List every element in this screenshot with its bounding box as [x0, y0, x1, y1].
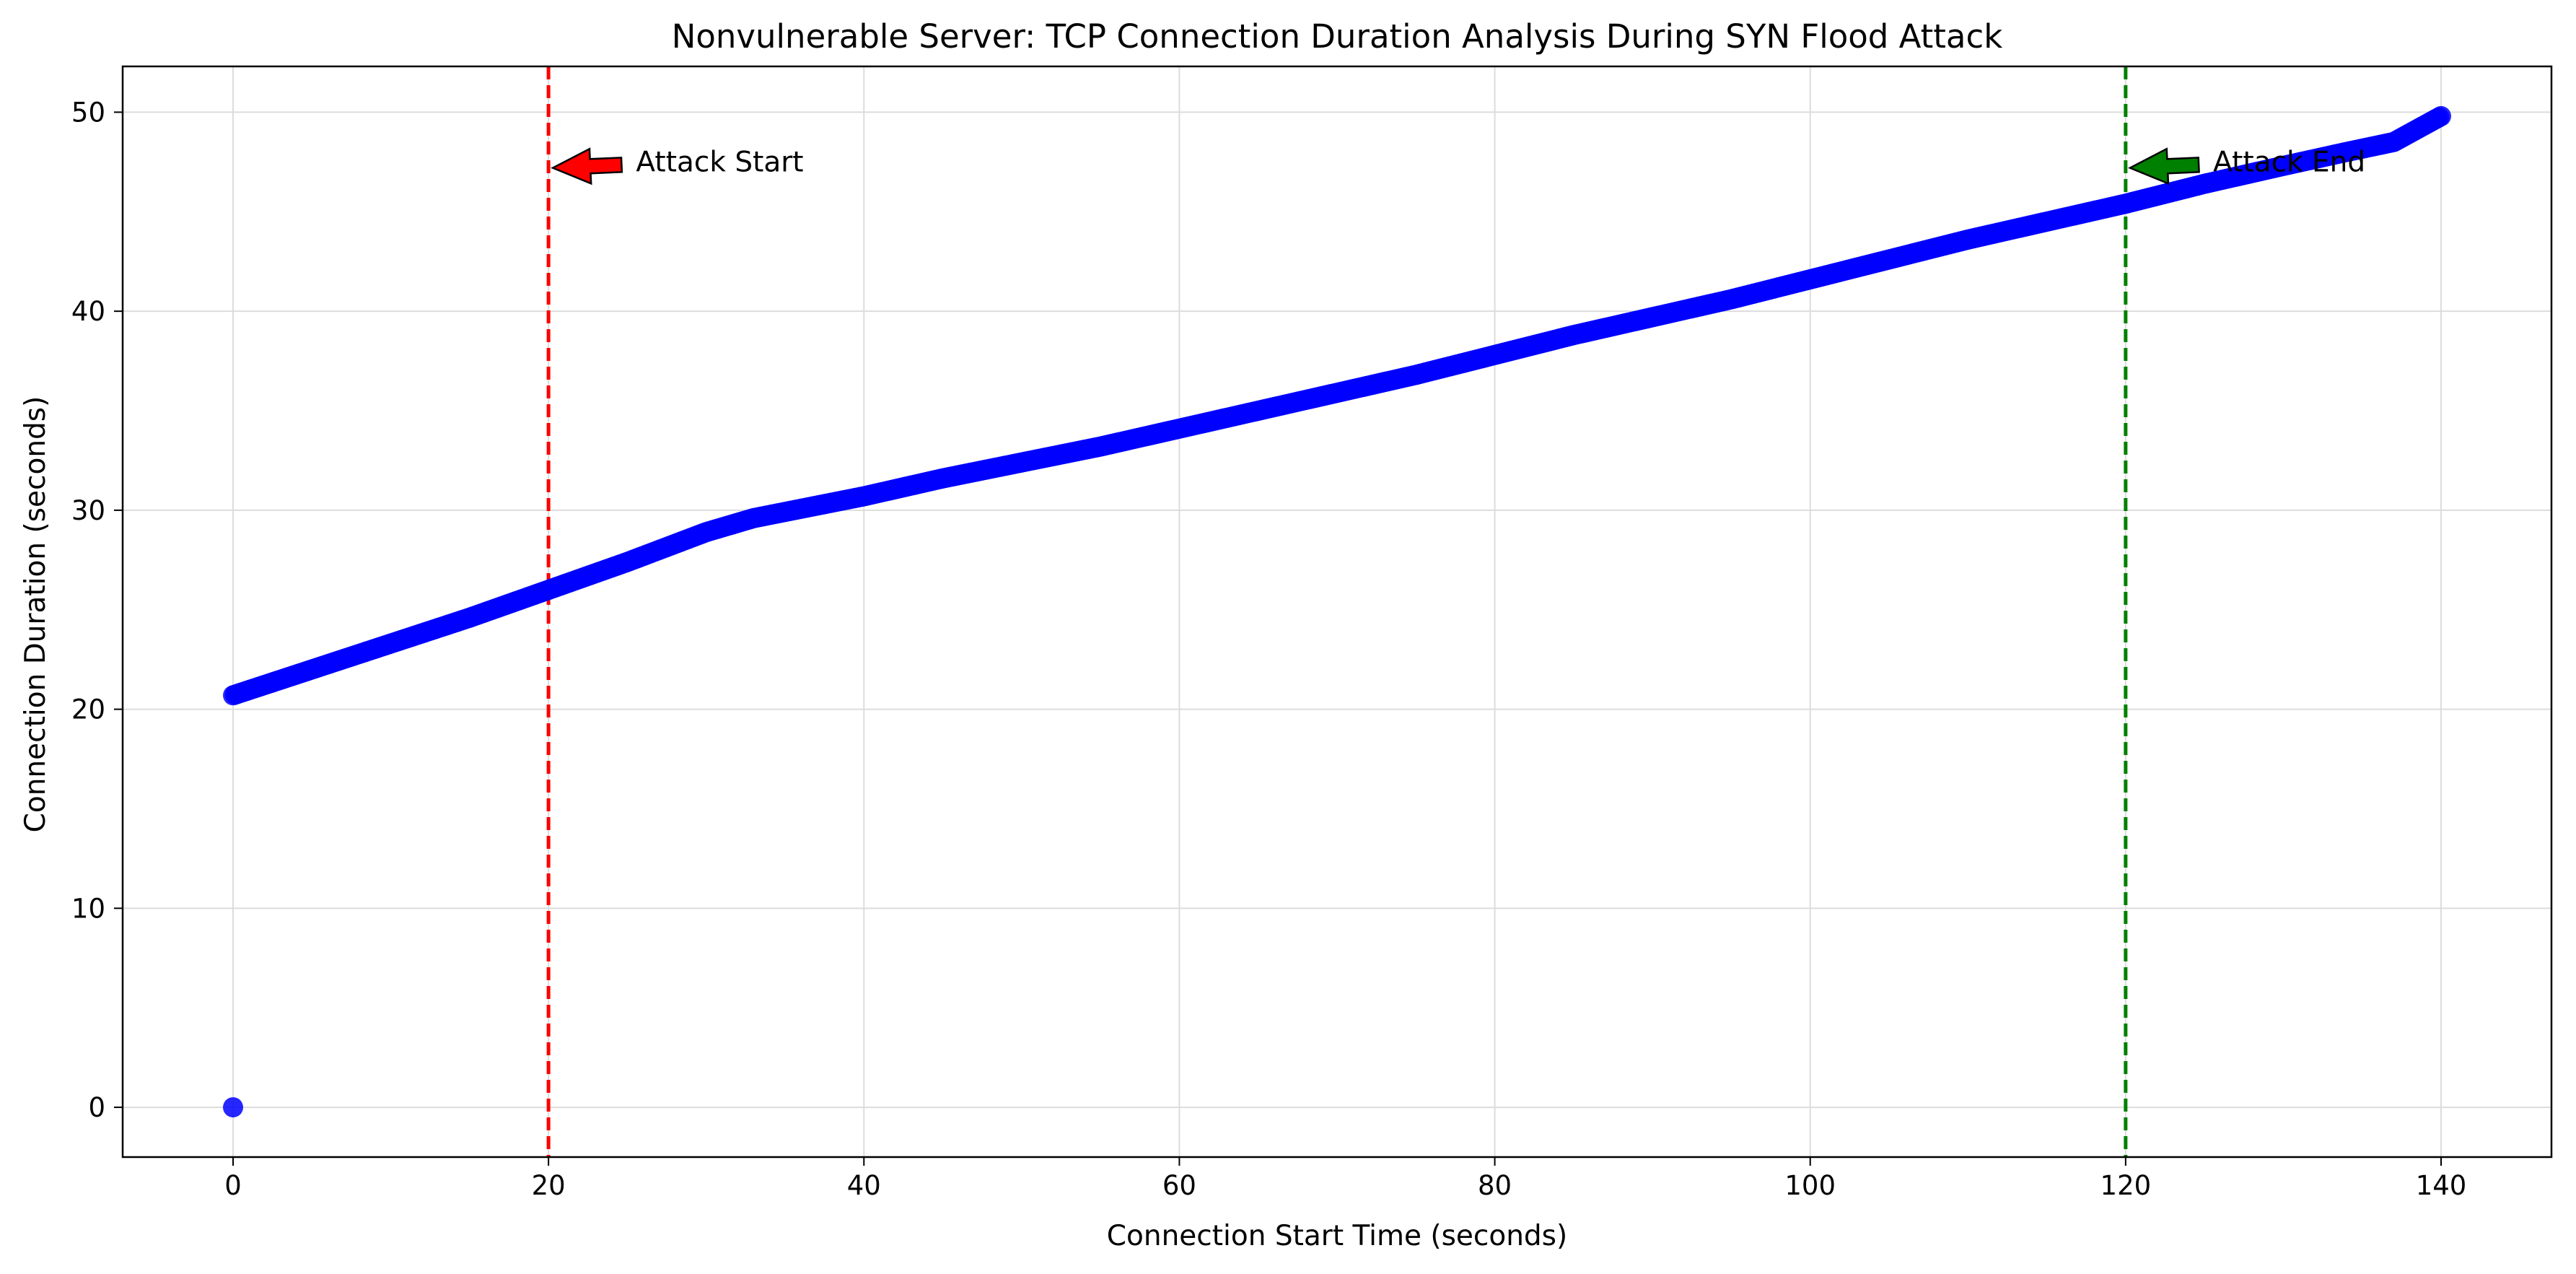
scatter-series: [223, 105, 2451, 1118]
x-tick-label: 120: [2100, 1170, 2152, 1201]
x-tick-label: 20: [532, 1170, 566, 1201]
y-axis-label: Connection Duration (seconds): [19, 396, 52, 833]
y-tick-label: 30: [71, 495, 105, 526]
x-tick-label: 0: [224, 1170, 242, 1201]
y-tick-label: 20: [71, 694, 105, 725]
x-tick-label: 100: [1784, 1170, 1836, 1201]
annotation-label: Attack End: [2213, 146, 2365, 178]
axis-ticks: 0 20 40 60 80 100 120 140 0 10 20 30 40 50: [71, 97, 2466, 1201]
grid: [123, 66, 2551, 1157]
annotation-label: Attack Start: [636, 146, 803, 178]
y-tick-label: 40: [71, 296, 105, 327]
y-tick-label: 50: [71, 97, 105, 128]
annotations: Attack Start Attack End: [551, 146, 2365, 186]
data-point: [223, 1097, 243, 1118]
chart-title: Nonvulnerable Server: TCP Connection Dur…: [672, 17, 2003, 56]
x-tick-label: 80: [1478, 1170, 1512, 1201]
y-tick-label: 10: [71, 893, 105, 924]
x-tick-label: 60: [1162, 1170, 1196, 1201]
x-tick-label: 140: [2416, 1170, 2467, 1201]
annotation-arrow: [551, 147, 623, 186]
x-axis-label: Connection Start Time (seconds): [1107, 1220, 1567, 1252]
reference-lines: [546, 66, 2128, 1157]
annotation-arrow: [2127, 147, 2200, 186]
y-tick-label: 0: [88, 1092, 105, 1123]
plot-frame: [121, 65, 2553, 1159]
data-point: [2431, 105, 2451, 126]
x-tick-label: 40: [847, 1170, 881, 1201]
